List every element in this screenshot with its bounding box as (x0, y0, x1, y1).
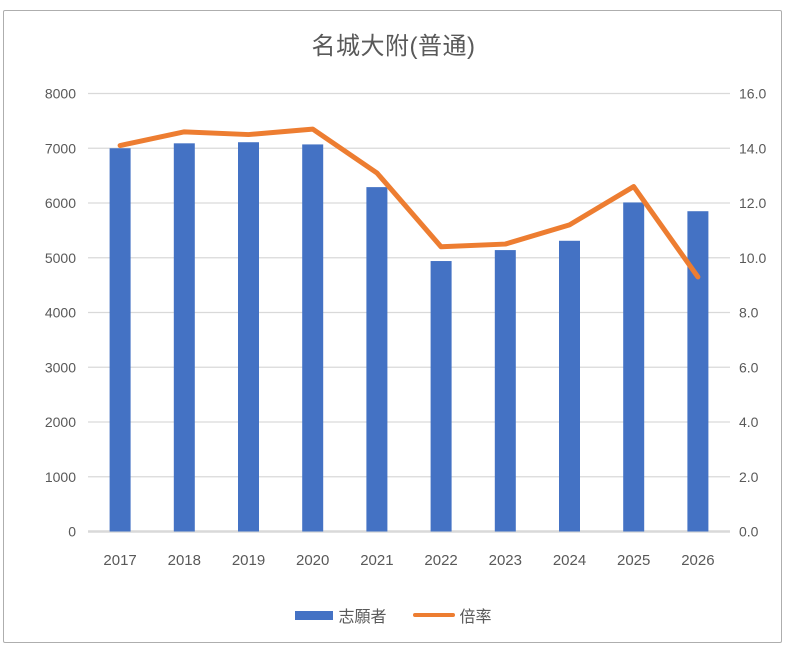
x-axis-tick-label: 2021 (360, 552, 393, 569)
x-axis-tick-label: 2025 (617, 552, 650, 569)
x-axis-tick-label: 2026 (681, 552, 714, 569)
x-axis-tick-label: 2024 (553, 552, 586, 569)
right-axis-tick-label: 10.0 (739, 250, 766, 266)
left-axis-tick-label: 8000 (45, 86, 76, 102)
bar-2019 (238, 142, 259, 532)
right-axis-tick-label: 16.0 (739, 86, 766, 102)
left-axis-tick-label: 4000 (45, 305, 76, 321)
ratio-line-series (117, 126, 701, 280)
left-axis-tick-label: 7000 (45, 140, 76, 156)
bar-2021 (366, 187, 388, 532)
bar-2026 (687, 211, 709, 532)
x-axis-tick-label: 2019 (232, 552, 265, 569)
right-axis-tick-label: 8.0 (739, 305, 759, 321)
left-axis-tick-label: 2000 (45, 414, 76, 430)
x-axis-tick-label: 2018 (168, 552, 201, 569)
bar-2018 (173, 143, 195, 532)
legend-item-applicants: 志願者 (295, 603, 387, 627)
bar-series-swatch-icon (295, 610, 334, 620)
chart-title: 名城大附(普通) (311, 33, 476, 60)
right-axis-tick-label: 0.0 (739, 524, 759, 540)
left-axis-tick-label: 3000 (45, 359, 76, 375)
left-axis-tick-label: 5000 (45, 250, 76, 266)
right-axis-tick-label: 12.0 (739, 195, 766, 211)
left-axis-tick-label: 0 (68, 524, 76, 540)
line-series-swatch-icon (412, 613, 455, 617)
legend-item-ratio: 倍率 (412, 603, 492, 627)
legend-label-applicants: 志願者 (338, 609, 387, 626)
chart-legend: 志願者 倍率 (0, 603, 787, 627)
x-axis-tick-label: 2020 (296, 552, 329, 569)
bar-2020 (302, 144, 324, 532)
right-axis-tick-label: 4.0 (739, 414, 759, 430)
x-axis-tick-label: 2023 (489, 552, 522, 569)
bar-2025 (623, 202, 645, 532)
bar-2017 (109, 148, 131, 532)
bar-2024 (559, 240, 580, 532)
bar-2022 (430, 261, 452, 532)
bar-2023 (494, 250, 516, 532)
right-axis-tick-label: 2.0 (739, 469, 759, 485)
left-axis-tick-label: 6000 (45, 195, 76, 211)
x-axis-tick-label: 2022 (424, 552, 457, 569)
left-axis-tick-label: 1000 (45, 469, 76, 485)
x-axis-tick-label: 2017 (103, 552, 136, 569)
right-axis-tick-label: 6.0 (739, 359, 759, 375)
legend-label-ratio: 倍率 (459, 609, 492, 626)
right-axis-tick-label: 14.0 (739, 140, 766, 156)
